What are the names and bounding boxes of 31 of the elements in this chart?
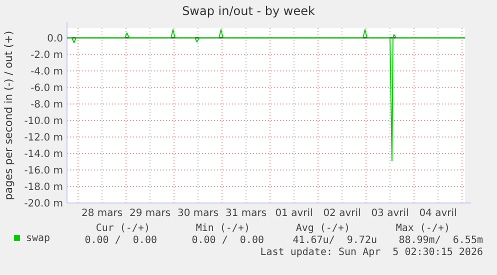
y-tick-label: -10.0 m	[24, 116, 63, 127]
y-tick-label: -16.0 m	[24, 165, 63, 176]
y-tick-label: -8.0 m	[30, 99, 63, 110]
y-axis-title: pages per second in (-) / out (+)	[3, 30, 15, 200]
chart-title: Swap in/out - by week	[182, 4, 315, 18]
text: Last update: Sun Apr 5 02:30:15 2026	[260, 247, 483, 258]
x-tick-label: 30 mars	[177, 208, 219, 219]
x-tick-label: 02 avril	[323, 208, 361, 219]
text: 0.00 / 0.00	[84, 235, 157, 246]
y-tick-label: -2.0 m	[30, 50, 63, 61]
y-tick-label: -20.0 m	[24, 198, 63, 210]
x-tick-label: 03 avril	[371, 208, 409, 219]
y-tick-label: 0.0	[47, 33, 63, 44]
legend-label: swap	[26, 233, 50, 244]
y-tick-label: -18.0 m	[24, 182, 63, 193]
text: 0.00 / 0.00	[192, 235, 264, 246]
x-tick-label: 01 avril	[275, 208, 313, 219]
y-tick-label: -14.0 m	[24, 148, 63, 160]
text: 41.67u/ 9.72u	[292, 235, 377, 246]
x-tick-label: 04 avril	[419, 208, 457, 219]
y-tick-label: -6.0 m	[30, 82, 63, 94]
text: Max (-/+)	[396, 223, 450, 234]
text: Min (-/+)	[196, 223, 250, 234]
y-tick-label: -4.0 m	[30, 66, 63, 78]
x-tick-label: 29 mars	[129, 208, 171, 219]
x-tick-label: 28 mars	[81, 208, 123, 219]
text: Cur (-/+)	[96, 223, 150, 234]
x-tick-label: 31 mars	[225, 208, 267, 219]
text: Avg (-/+)	[296, 223, 350, 234]
y-tick-label: -12.0 m	[24, 132, 63, 144]
text: 88.99m/ 6.55m	[398, 235, 483, 246]
